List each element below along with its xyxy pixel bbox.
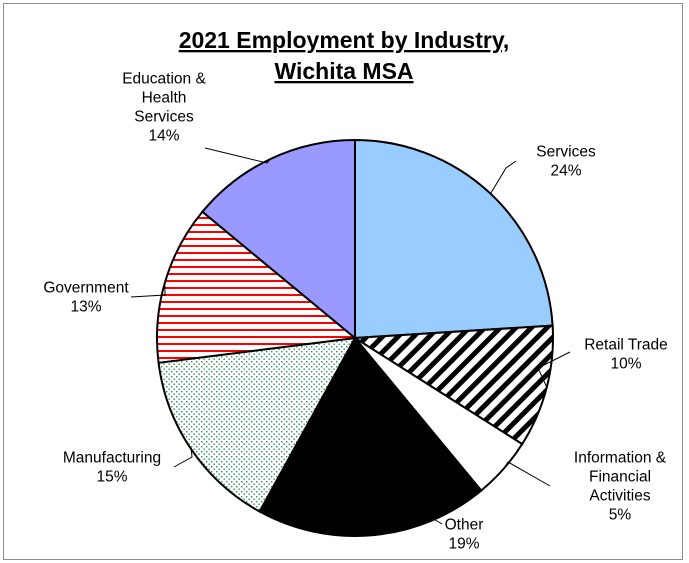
leader-line xyxy=(130,282,166,298)
slice-label-line: Other xyxy=(445,517,484,534)
slice-label-line: 14% xyxy=(148,128,179,145)
slice-label-line: Services xyxy=(134,109,194,126)
pie-slice-services xyxy=(354,138,554,340)
slice-label-line: Manufacturing xyxy=(63,450,161,467)
slice-label-line: Information & xyxy=(574,450,667,467)
chart-title-line-2: Wichita MSA xyxy=(274,58,413,84)
leader-line xyxy=(490,160,517,194)
slice-label-line: Government xyxy=(43,280,129,297)
slice-label-line: 24% xyxy=(550,163,581,180)
pie-slice-government xyxy=(156,210,358,364)
slice-label: Manufacturing 15% xyxy=(63,450,161,486)
slice-label: Retail Trade 10% xyxy=(584,337,668,373)
slice-labels: Services 24% Retail Trade 10% Information & F… xyxy=(43,71,667,553)
slice-label-line: Retail Trade xyxy=(584,337,668,354)
leader-line xyxy=(503,461,551,487)
slice-label-line: Education & xyxy=(122,71,206,88)
slice-label-line: Services xyxy=(536,144,596,161)
chart-title-line-1: 2021 Employment by Industry, xyxy=(179,27,510,53)
leader-line xyxy=(537,351,571,388)
leader-line xyxy=(204,147,272,164)
slice-label-line: 5% xyxy=(609,507,632,524)
slice-label-line: 10% xyxy=(610,356,641,373)
slice-label-line: Financial xyxy=(589,469,651,486)
slice-label: Other 19% xyxy=(445,517,484,553)
leader-lines xyxy=(130,147,571,536)
slice-label-line: 15% xyxy=(96,469,127,486)
leader-line xyxy=(373,517,443,536)
slice-label-line: Health xyxy=(142,90,187,107)
leader-line xyxy=(173,449,193,468)
slice-label: Information & Financial Activities 5% xyxy=(574,450,667,524)
slice-label-line: 19% xyxy=(448,536,479,553)
slice-label-line: Activities xyxy=(589,488,650,505)
slice-label-line: 13% xyxy=(70,299,101,316)
slice-label: Services 24% xyxy=(536,144,596,180)
slice-label: Government 13% xyxy=(43,280,129,316)
pie-slices xyxy=(156,138,554,537)
slice-label: Education & Health Services 14% xyxy=(122,71,206,145)
